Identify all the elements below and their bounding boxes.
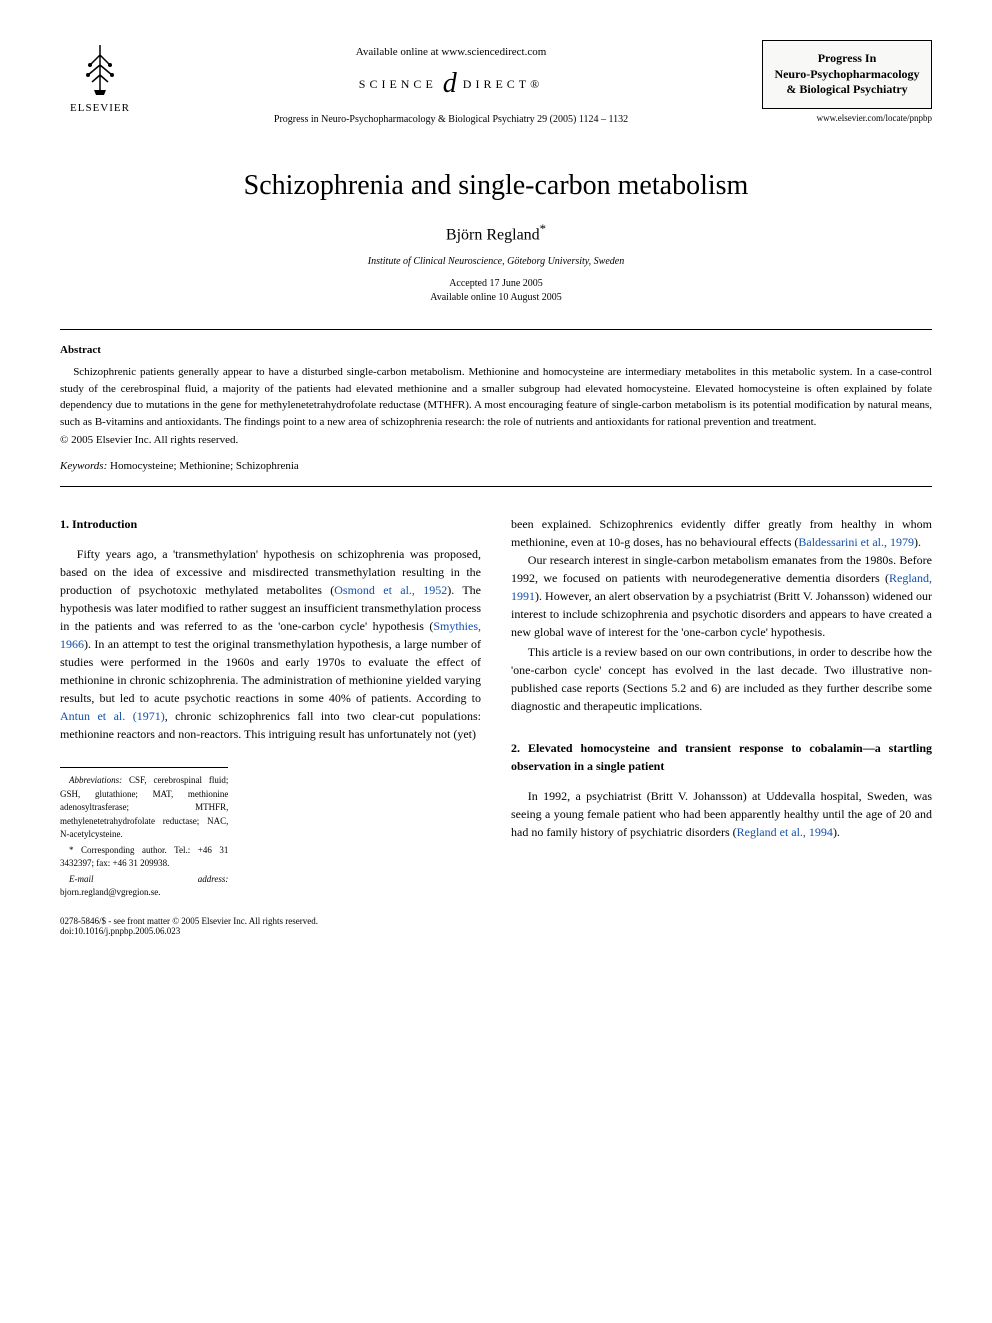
column-right: been explained. Schizophrenics evidently… bbox=[511, 515, 932, 902]
section-2-heading: 2. Elevated homocysteine and transient r… bbox=[511, 739, 932, 775]
elsevier-tree-icon bbox=[70, 40, 130, 100]
abstract-text: Schizophrenic patients generally appear … bbox=[60, 364, 932, 430]
rule-top bbox=[60, 329, 932, 330]
journal-box: Progress In Neuro-Psychopharmacology & B… bbox=[762, 40, 932, 109]
journal-url: www.elsevier.com/locate/pnpbp bbox=[762, 113, 932, 123]
rule-bottom bbox=[60, 486, 932, 487]
dates-block: Accepted 17 June 2005 Available online 1… bbox=[60, 277, 932, 305]
journal-reference: Progress in Neuro-Psychopharmacology & B… bbox=[140, 114, 762, 125]
keywords-text: Homocysteine; Methionine; Schizophrenia bbox=[107, 460, 299, 472]
affiliation: Institute of Clinical Neuroscience, Göte… bbox=[60, 256, 932, 267]
author-name: Björn Regland bbox=[446, 226, 540, 243]
header-center: Available online at www.sciencedirect.co… bbox=[140, 40, 762, 125]
header-row: ELSEVIER Available online at www.science… bbox=[60, 40, 932, 130]
cite-osmond[interactable]: Osmond et al., 1952 bbox=[334, 583, 447, 597]
corresponding-author: * Corresponding author. Tel.: +46 31 343… bbox=[60, 844, 228, 871]
abbrev-label: Abbreviations: bbox=[69, 775, 122, 785]
cite-antun[interactable]: Antun et al. (1971) bbox=[60, 709, 165, 723]
email-line: E-mail address: bjorn.regland@vgregion.s… bbox=[60, 873, 228, 900]
sd-d-icon: d bbox=[443, 68, 457, 100]
footer-copyright: 0278-5846/$ - see front matter © 2005 El… bbox=[60, 916, 932, 926]
keywords-line: Keywords: Homocysteine; Methionine; Schi… bbox=[60, 460, 932, 472]
journal-box-line3: & Biological Psychiatry bbox=[771, 82, 923, 98]
publisher-name: ELSEVIER bbox=[70, 102, 130, 114]
journal-box-wrap: Progress In Neuro-Psychopharmacology & B… bbox=[762, 40, 932, 123]
author-line: Björn Regland* bbox=[60, 222, 932, 244]
email-label: E-mail address: bbox=[69, 874, 228, 884]
sciencedirect-logo: SCIENCE d DIRECT® bbox=[140, 68, 762, 100]
sd-post: DIRECT® bbox=[463, 77, 543, 92]
journal-box-line1: Progress In bbox=[771, 51, 923, 67]
column-left: 1. Introduction Fifty years ago, a 'tran… bbox=[60, 515, 481, 902]
article-title: Schizophrenia and single-carbon metaboli… bbox=[60, 170, 932, 202]
s1-para-1-cont: been explained. Schizophrenics evidently… bbox=[511, 515, 932, 551]
email-address: bjorn.regland@vgregion.se. bbox=[60, 887, 161, 897]
available-date: Available online 10 August 2005 bbox=[60, 291, 932, 305]
section-1-heading: 1. Introduction bbox=[60, 515, 481, 533]
corr-star: * bbox=[540, 222, 546, 236]
footer-doi: doi:10.1016/j.pnpbp.2005.06.023 bbox=[60, 926, 932, 936]
keywords-label: Keywords: bbox=[60, 460, 107, 472]
footer: 0278-5846/$ - see front matter © 2005 El… bbox=[60, 916, 932, 936]
cite-baldessarini[interactable]: Baldessarini et al., 1979 bbox=[798, 535, 914, 549]
abbreviations: Abbreviations: CSF, cerebrospinal fluid;… bbox=[60, 774, 228, 842]
abstract-heading: Abstract bbox=[60, 344, 932, 356]
s1-para-3: This article is a review based on our ow… bbox=[511, 643, 932, 715]
cite-regland94[interactable]: Regland et al., 1994 bbox=[737, 825, 833, 839]
available-online-text: Available online at www.sciencedirect.co… bbox=[140, 46, 762, 58]
abstract-copyright: © 2005 Elsevier Inc. All rights reserved… bbox=[60, 434, 932, 446]
s2-para-1: In 1992, a psychiatrist (Britt V. Johans… bbox=[511, 787, 932, 841]
body-columns: 1. Introduction Fifty years ago, a 'tran… bbox=[60, 515, 932, 902]
s1-para-1: Fifty years ago, a 'transmethylation' hy… bbox=[60, 545, 481, 743]
footnotes: Abbreviations: CSF, cerebrospinal fluid;… bbox=[60, 767, 228, 900]
accepted-date: Accepted 17 June 2005 bbox=[60, 277, 932, 291]
s1-para-2: Our research interest in single-carbon m… bbox=[511, 551, 932, 641]
journal-box-line2: Neuro-Psychopharmacology bbox=[771, 67, 923, 83]
elsevier-logo: ELSEVIER bbox=[60, 40, 140, 130]
sd-pre: SCIENCE bbox=[359, 77, 437, 92]
